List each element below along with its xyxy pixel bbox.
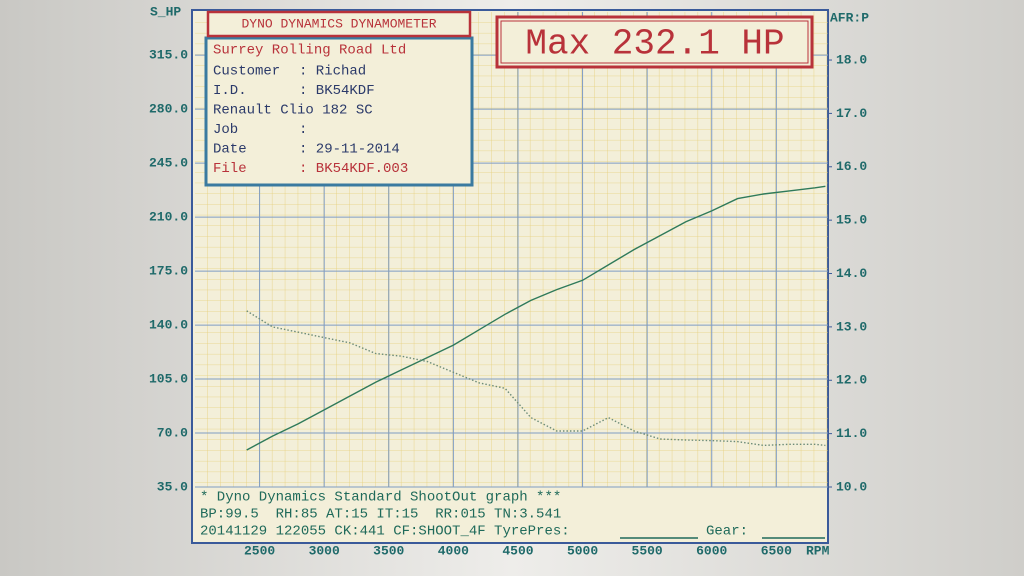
y2-tick-label: 13.0 xyxy=(836,319,867,334)
footer-line: * Dyno Dynamics Standard ShootOut graph … xyxy=(200,490,561,506)
y2-tick-label: 16.0 xyxy=(836,159,867,174)
x-tick-label: 6000 xyxy=(696,543,727,558)
max-box: Max 232.1 HP xyxy=(495,15,814,69)
y-tick-label: 105.0 xyxy=(149,371,188,386)
footer-line: BP:99.5 RH:85 AT:15 IT:15 RR:015 TN:3.54… xyxy=(200,507,561,523)
y-tick-label: 175.0 xyxy=(149,264,188,279)
y-tick-label: 35.0 xyxy=(157,479,188,494)
y-tick-label: 140.0 xyxy=(149,318,188,333)
x-tick-label: 6500 xyxy=(761,543,792,558)
y2-tick-label: 17.0 xyxy=(836,106,867,121)
labels: S_HP AFR:P RPM 35.0 70.0 105.0 140.0 175.0 21… xyxy=(149,4,869,558)
info-box: DYNO DYNAMICS DYNAMOMETER Surrey Rolling… xyxy=(204,10,474,187)
y-axis-label: S_HP xyxy=(150,4,181,19)
chart-title: Max 232.1 HP xyxy=(525,24,784,65)
info-frame xyxy=(204,36,474,187)
y-tick-label: 280.0 xyxy=(149,102,188,117)
series-line xyxy=(246,310,826,447)
info-rows: Customer : Richad I.D. : BK54KDF Renault Cli… xyxy=(213,64,408,178)
y2-tick-label: 12.0 xyxy=(836,373,867,388)
y2-tick-label: 14.0 xyxy=(836,266,867,281)
info-value: : BK54KDF.003 xyxy=(299,161,408,177)
info-value: : BK54KDF xyxy=(299,83,375,99)
x-tick-label: 3000 xyxy=(309,543,340,558)
company: Surrey Rolling Road Ltd xyxy=(213,43,406,59)
y-tick-label: 315.0 xyxy=(149,48,188,63)
info-value: : 29-11-2014 xyxy=(299,142,400,158)
info-label: Job xyxy=(213,122,238,138)
info-label: Renault Clio 182 SC xyxy=(213,103,373,119)
x-tick-label: 4000 xyxy=(438,543,469,558)
info-header: DYNO DYNAMICS DYNAMOMETER xyxy=(241,16,436,31)
y-tick-label: 245.0 xyxy=(149,156,188,171)
y-tick-label: 210.0 xyxy=(149,210,188,225)
footer-line: 20141129 122055 CK:441 CF:SHOOT_4F TyreP… xyxy=(200,524,570,540)
series-line xyxy=(246,185,826,451)
info-value: : Richad xyxy=(299,64,366,80)
footer: * Dyno Dynamics Standard ShootOut graph … xyxy=(200,490,825,540)
x-tick-label: 2500 xyxy=(244,543,275,558)
max-frame-inner xyxy=(500,20,809,64)
info-label: Date xyxy=(213,142,247,158)
y-tick-label: 70.0 xyxy=(157,425,188,440)
info-value: : xyxy=(299,122,307,138)
x-tick-label: 5000 xyxy=(567,543,598,558)
y2-tick-label: 11.0 xyxy=(836,426,867,441)
curves xyxy=(246,185,826,451)
x-tick-label: 3500 xyxy=(373,543,404,558)
info-label: I.D. xyxy=(213,83,247,99)
x-tick-label: 4500 xyxy=(502,543,533,558)
info-label: File xyxy=(213,161,247,177)
x-axis-label: RPM xyxy=(806,543,830,558)
info-header-frame xyxy=(206,10,472,38)
x-tick-label: 5500 xyxy=(632,543,663,558)
y2-tick-label: 10.0 xyxy=(836,479,867,494)
max-frame xyxy=(495,15,814,69)
info-label: Customer xyxy=(213,64,280,80)
y2-tick-label: 18.0 xyxy=(836,52,867,67)
footer-line: Gear: xyxy=(706,524,748,540)
y2-tick-label: 15.0 xyxy=(836,213,867,228)
y2-axis-label: AFR:P xyxy=(830,10,869,25)
